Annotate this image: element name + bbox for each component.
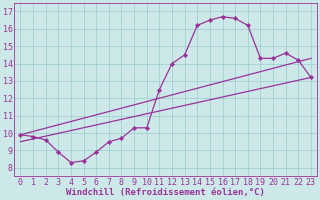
X-axis label: Windchill (Refroidissement éolien,°C): Windchill (Refroidissement éolien,°C)	[66, 188, 265, 197]
